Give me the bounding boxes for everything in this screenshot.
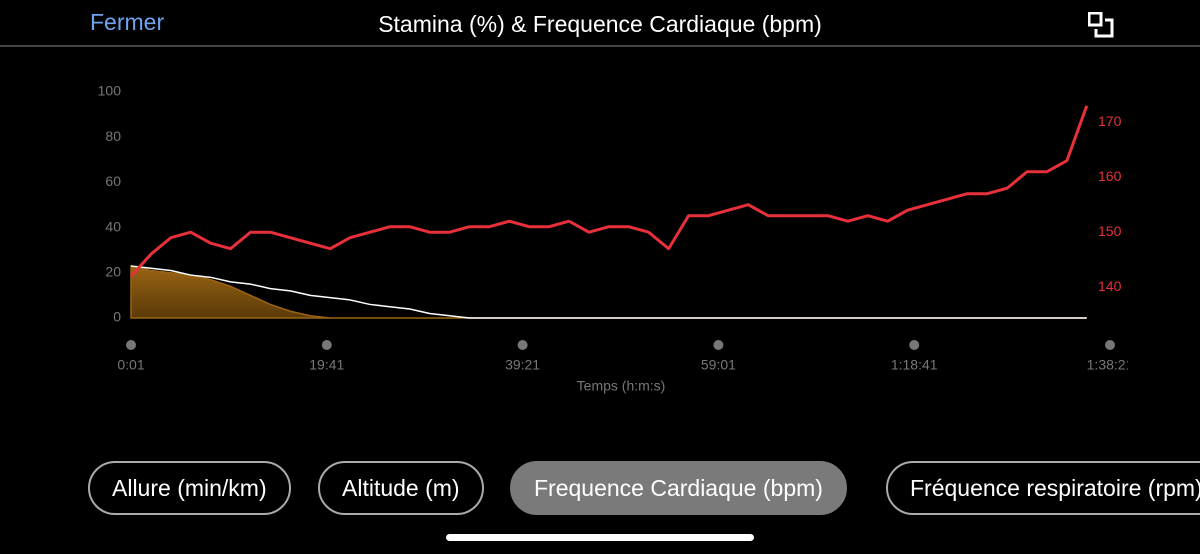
separator <box>0 45 1200 47</box>
y-tick-label: 80 <box>105 128 121 144</box>
x-axis-label: Temps (h:m:s) <box>577 378 666 394</box>
x-tick-label: 0:01 <box>117 357 144 373</box>
tab[interactable]: Altitude (m) <box>318 461 484 515</box>
x-tick-label: 59:01 <box>701 357 736 373</box>
y2-tick-label: 150 <box>1098 223 1122 239</box>
y2-tick-label: 160 <box>1098 168 1122 184</box>
home-indicator <box>446 534 754 541</box>
y-tick-label: 100 <box>98 83 122 99</box>
y-tick-label: 60 <box>105 173 121 189</box>
title: Stamina (%) & Frequence Cardiaque (bpm) <box>378 11 822 37</box>
expand-icon[interactable] <box>1088 12 1114 38</box>
y2-tick-label: 170 <box>1098 113 1122 129</box>
y-tick-label: 20 <box>105 264 121 280</box>
x-tick-label: 1:18:41 <box>891 357 938 373</box>
x-tick-dot <box>126 340 136 350</box>
series-line <box>129 105 1089 278</box>
close-button[interactable]: Fermer <box>90 9 165 35</box>
x-tick-label: 19:41 <box>309 357 344 373</box>
x-tick-dot <box>713 340 724 350</box>
x-tick-label: 39:21 <box>505 357 540 373</box>
x-tick-label: 1:38:21 <box>1087 357 1134 373</box>
chart: Temps (h:m:s) 0:01 19:41 39:21 59:01 1:18:41… <box>98 83 1134 394</box>
y-tick-label: 40 <box>105 218 121 234</box>
series-line <box>130 265 1087 319</box>
y2-tick-label: 140 <box>1098 278 1122 294</box>
y-tick-label: 0 <box>113 309 121 325</box>
stamina-area <box>130 265 1087 319</box>
x-tick-dot <box>1105 340 1115 350</box>
tab[interactable]: Frequence Cardiaque (bpm) <box>510 461 847 515</box>
tab[interactable]: Allure (min/km) <box>88 461 291 515</box>
x-tick-dot <box>517 340 528 350</box>
x-tick-dot <box>321 340 332 350</box>
tab[interactable]: Fréquence respiratoire (rpm) <box>886 461 1200 515</box>
x-tick-dot <box>909 340 920 350</box>
